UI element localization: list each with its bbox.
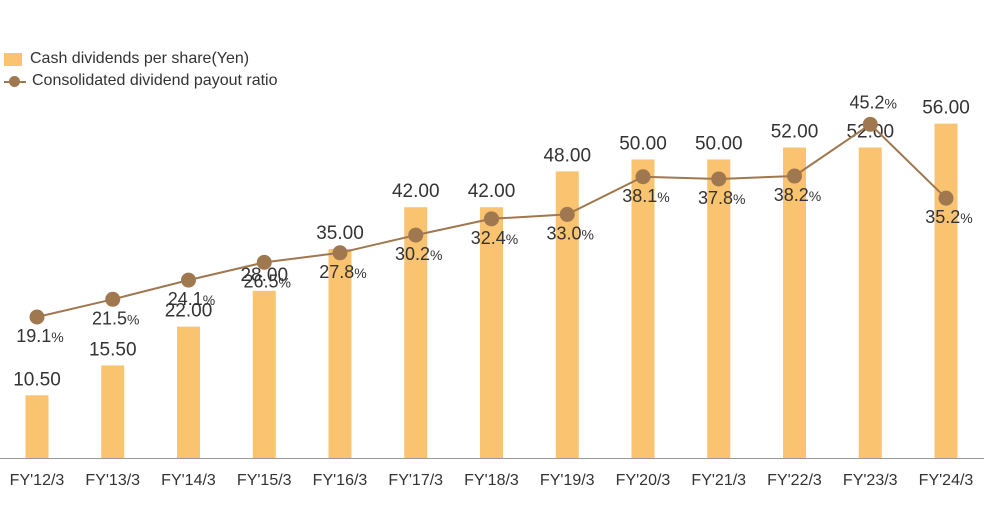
- legend: Cash dividends per share(Yen) Consolidat…: [4, 48, 278, 92]
- ratio-point: [29, 309, 45, 325]
- x-tick-labels: FY'12/3 FY'13/3 FY'14/3 FY'15/3 FY'16/3 FY'17…: [10, 472, 974, 489]
- ratio-value-label: 45.2%: [850, 92, 898, 112]
- bar: [783, 147, 806, 458]
- ratio-value-label: 37.8%: [698, 188, 746, 208]
- ratio-value-label: 27.8%: [319, 262, 367, 282]
- bar-series: [25, 123, 958, 459]
- legend-line-marker: [4, 75, 26, 88]
- bar-value-label: 52.00: [771, 122, 819, 143]
- ratio-point: [862, 116, 878, 132]
- ratio-point: [938, 190, 954, 206]
- ratio-point: [484, 211, 499, 227]
- bar-value-label: 42.00: [468, 181, 516, 202]
- bar: [934, 123, 958, 458]
- bar: [555, 171, 579, 459]
- bar: [631, 159, 655, 458]
- bar-value-label: 42.00: [392, 181, 440, 202]
- legend-bar-swatch: [4, 52, 22, 66]
- bar-value-label: 56.00: [922, 98, 970, 119]
- bar-value-labels: 10.50 15.50 22.00 28.00 35.00 42.00 42.00 48.00…: [13, 98, 970, 391]
- x-tick-label: FY'15/3: [237, 472, 292, 489]
- legend-item-dividends: Cash dividends per share(Yen): [4, 48, 278, 70]
- bar: [404, 207, 428, 458]
- x-tick-label: FY'13/3: [85, 472, 140, 489]
- ratio-point: [105, 291, 121, 307]
- x-tick-label: FY'18/3: [464, 472, 519, 489]
- ratio-value-label: 24.1%: [168, 289, 216, 309]
- legend-label-payout-ratio: Consolidated dividend payout ratio: [32, 72, 278, 89]
- x-tick-label: FY'16/3: [313, 472, 368, 489]
- bar-value-label: 48.00: [543, 145, 591, 166]
- bar: [328, 249, 352, 458]
- x-tick-label: FY'12/3: [10, 472, 65, 489]
- x-tick-label: FY'21/3: [691, 472, 746, 489]
- legend-label-dividends: Cash dividends per share(Yen): [30, 50, 250, 67]
- x-tick-label: FY'20/3: [616, 472, 671, 489]
- bar: [101, 365, 125, 458]
- bar: [480, 207, 503, 458]
- ratio-point: [559, 206, 575, 222]
- bar-value-label: 52.00: [846, 122, 894, 143]
- ratio-value-label: 26.5%: [244, 271, 292, 291]
- ratio-point: [256, 254, 272, 270]
- bar-value-label: 28.00: [240, 265, 288, 286]
- x-tick-label: FY'14/3: [161, 472, 216, 489]
- ratio-point: [408, 227, 424, 243]
- payout-ratio-labels: 19.1% 21.5% 24.1% 26.5% 27.8% 30.2% 32.4% 33.0%…: [16, 92, 973, 346]
- bar-value-label: 50.00: [619, 133, 667, 154]
- x-tick-label: FY'22/3: [767, 472, 822, 489]
- bar: [177, 326, 200, 458]
- payout-ratio-points: [29, 116, 954, 325]
- bar-value-label: 35.00: [316, 223, 364, 244]
- ratio-value-label: 21.5%: [92, 308, 140, 328]
- bar-value-label: 15.50: [89, 339, 137, 360]
- ratio-value-label: 30.2%: [395, 244, 443, 264]
- x-tick-label: FY'23/3: [843, 472, 898, 489]
- ratio-point: [787, 168, 802, 184]
- bar-value-label: 10.50: [13, 369, 61, 390]
- ratio-value-label: 32.4%: [471, 228, 519, 248]
- ratio-value-label: 33.0%: [547, 223, 595, 243]
- x-tick-label: FY'19/3: [540, 472, 595, 489]
- bar: [25, 395, 49, 458]
- bar: [858, 147, 882, 458]
- bar: [252, 290, 276, 458]
- ratio-value-label: 35.2%: [925, 207, 973, 227]
- ratio-value-label: 19.1%: [16, 326, 64, 346]
- bar-value-label: 22.00: [165, 301, 213, 322]
- ratio-point: [635, 169, 651, 185]
- bar: [707, 159, 731, 458]
- ratio-value-label: 38.2%: [774, 185, 822, 205]
- ratio-point: [181, 272, 196, 288]
- bar-value-label: 50.00: [695, 133, 743, 154]
- ratio-value-label: 38.1%: [622, 186, 670, 206]
- ratio-point: [332, 245, 348, 261]
- ratio-point: [711, 171, 727, 187]
- x-tick-label: FY'24/3: [919, 472, 974, 489]
- x-tick-label: FY'17/3: [388, 472, 443, 489]
- legend-item-payout-ratio: Consolidated dividend payout ratio: [4, 70, 278, 92]
